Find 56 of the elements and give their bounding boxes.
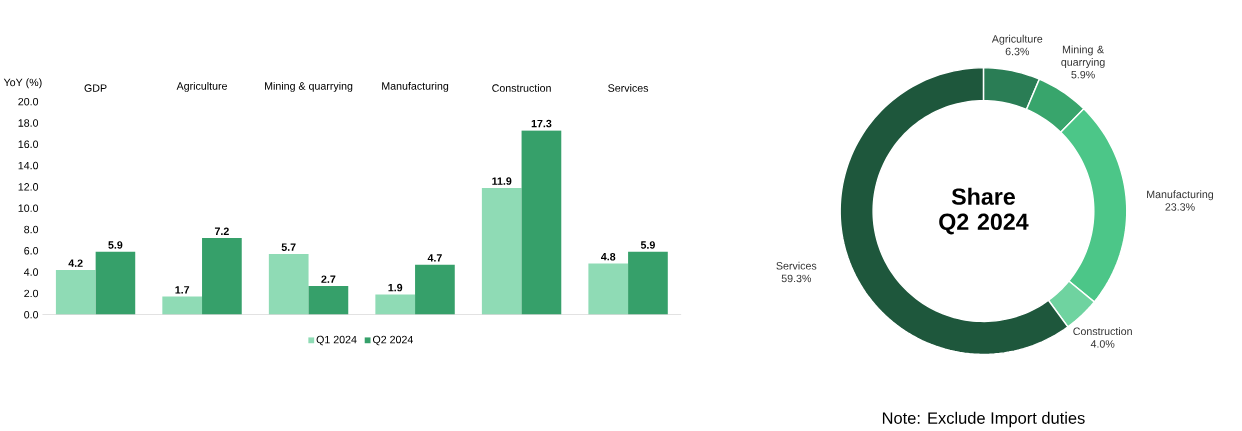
y-tick-label: 16.0	[18, 140, 39, 149]
bar	[162, 296, 203, 315]
bar	[268, 254, 309, 315]
data-label: 1.9	[388, 283, 403, 292]
data-label: 17.3	[531, 119, 552, 128]
y-tick-label: 8.0	[24, 225, 39, 234]
data-label: 5.7	[281, 243, 296, 251]
y-tick-label: 14.0	[18, 161, 39, 170]
y-tick-label: 18.0	[18, 119, 39, 127]
x-tick-label: Agriculture	[176, 81, 228, 92]
bar	[628, 251, 668, 315]
data-label: 59.3%	[781, 274, 812, 283]
text: Share Q2 2024	[939, 187, 1029, 235]
x-tick-label: GDP	[84, 84, 107, 92]
data-label: 1.7	[175, 286, 190, 294]
data-label: 5.9	[108, 241, 123, 249]
text: Note: Exclude Import duties	[882, 411, 1085, 428]
data-label: 2.7	[321, 275, 336, 283]
data-label: 4.2	[68, 259, 83, 267]
x-tick-label: Services	[608, 84, 649, 92]
x-tick-label: Construction	[492, 84, 551, 92]
bar	[202, 238, 242, 315]
slice-label: Mining & quarrying	[1061, 45, 1105, 69]
legend-label: Q2 2024	[372, 335, 413, 346]
slice-label: Agriculture	[991, 34, 1043, 45]
bar	[308, 285, 349, 315]
x-tick-label: Mining & quarrying	[265, 81, 353, 92]
bar	[415, 264, 455, 315]
slice-label: Services	[776, 261, 817, 270]
y-tick-label: 6.0	[24, 247, 39, 255]
x-tick-label: Manufacturing	[382, 81, 449, 92]
bar	[521, 130, 562, 315]
data-label: 4.0%	[1090, 340, 1115, 348]
y-tick-label: 4.0	[23, 268, 39, 276]
bar	[588, 263, 629, 315]
data-label: 11.9	[492, 177, 512, 185]
data-label: 4.8	[601, 252, 616, 261]
bar	[481, 187, 522, 315]
data-label: 4.7	[427, 254, 442, 262]
bar	[375, 294, 416, 315]
bar	[55, 270, 96, 315]
y-tick-label: 2.0	[24, 289, 39, 298]
y-axis-title: YoY (%)	[3, 78, 42, 89]
slice-label: Manufacturing	[1147, 190, 1214, 201]
y-tick-label: 0.0	[24, 310, 39, 319]
slice-label: Construction	[1073, 327, 1132, 336]
data-label: 6.3%	[1005, 47, 1030, 56]
y-tick-label: 12.0	[18, 183, 39, 191]
data-label: 23.3%	[1165, 203, 1195, 211]
data-label: 5.9	[640, 241, 655, 249]
data-label: 5.9%	[1071, 70, 1095, 79]
data-label: 7.2	[214, 227, 229, 235]
y-tick-label: 10.0	[18, 204, 39, 212]
legend-label: Q1 2024	[316, 335, 357, 346]
y-tick-label: 20.0	[18, 97, 39, 106]
bar	[95, 251, 136, 315]
